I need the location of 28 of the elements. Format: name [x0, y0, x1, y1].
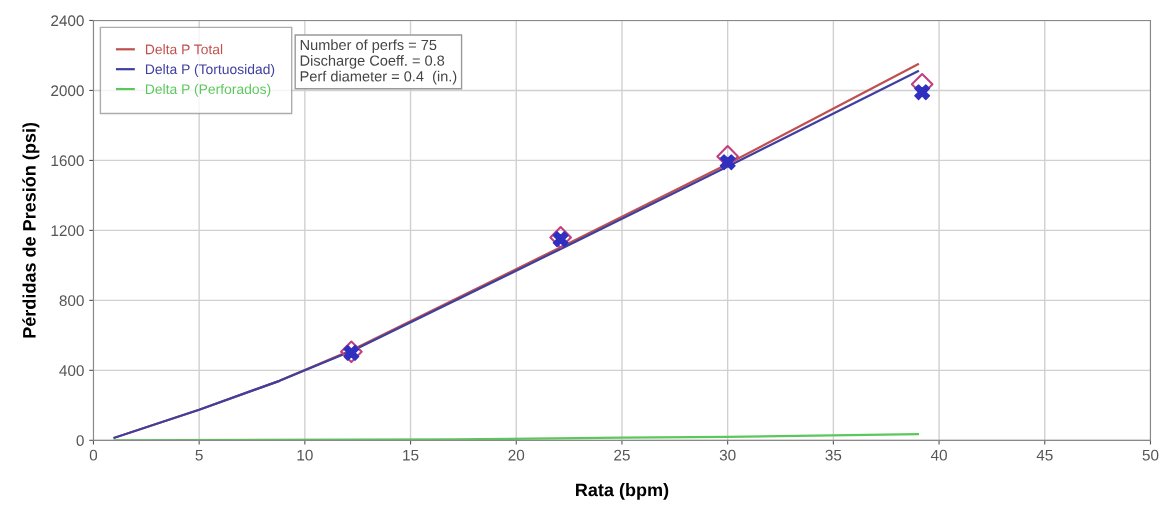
annotation: Number of perfs = 75 Discharge Coeff. = 0.8 Perf diameter = 0.4 (in.) — [300, 39, 457, 85]
y-tick-label: 800 — [59, 295, 84, 307]
y-axis-title: Pérdidas de Presión (psi) — [22, 122, 40, 338]
y-tick-label: 2000 — [51, 85, 84, 97]
x-tick-label: 50 — [1142, 449, 1159, 461]
legend-label: Delta P (Perforados) — [145, 83, 271, 97]
x-tick-label: 0 — [89, 449, 98, 461]
y-tick-label: 400 — [59, 365, 84, 377]
line-series — [113, 433, 920, 441]
x-tick-label: 45 — [1036, 449, 1053, 461]
x-tick-label: 15 — [403, 449, 419, 461]
x-tick-label: 35 — [825, 449, 842, 461]
x-tick-label: 40 — [930, 449, 947, 461]
y-tick-label: 0 — [76, 435, 84, 447]
x-tick-label: 20 — [508, 449, 525, 461]
legend-label: Delta P (Tortuosidad) — [145, 63, 275, 77]
x-tick-label: 5 — [195, 449, 203, 461]
y-tick-label: 1600 — [51, 155, 84, 167]
x-tick-label: 10 — [297, 449, 313, 461]
point — [716, 145, 739, 168]
x-axis-title: Rata (bpm) — [576, 483, 669, 500]
x-tick-label: 25 — [614, 449, 630, 461]
legend-label: Delta P Total — [145, 44, 223, 55]
point — [914, 84, 931, 101]
y-tick-label: 2400 — [51, 15, 84, 27]
x-tick-label: 30 — [719, 449, 736, 461]
point — [549, 226, 572, 249]
y-tick-label: 1200 — [51, 225, 84, 237]
